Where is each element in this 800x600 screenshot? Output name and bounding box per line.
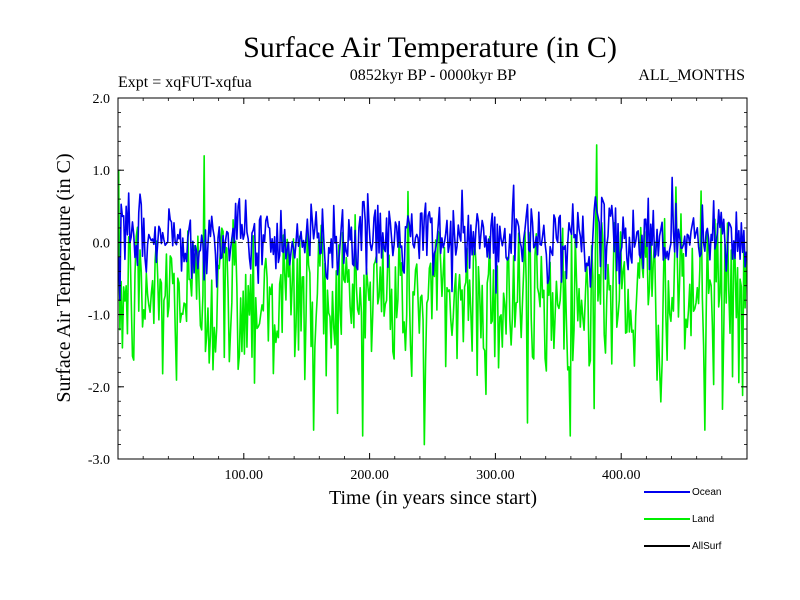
- y-tick-label: 1.0: [93, 164, 111, 179]
- series-line-land: [117, 144, 748, 446]
- x-axis-label: Time (in years since start): [329, 487, 537, 509]
- legend-label-ocean: Ocean: [692, 487, 721, 498]
- chart-title: Surface Air Temperature (in C): [243, 31, 617, 64]
- months-label: ALL_MONTHS: [638, 67, 745, 84]
- series-line-ocean: [117, 176, 748, 301]
- x-axis: 100.00 200.00 300.00 400.00: [142, 98, 723, 483]
- y-tick-label: 2.0: [93, 92, 111, 107]
- y-tick-label: -1.0: [88, 309, 110, 324]
- y-tick-label: -3.0: [88, 453, 110, 468]
- experiment-label: Expt = xqFUT-xqfua: [118, 74, 252, 91]
- y-axis-label: Surface Air Temperature (in C): [53, 153, 75, 402]
- period-label: 0852kyr BP - 0000kyr BP: [350, 67, 517, 84]
- x-tick-label: 300.00: [476, 468, 515, 483]
- x-tick-label: 400.00: [602, 468, 641, 483]
- y-tick-label: 0.0: [93, 236, 111, 251]
- y-axis: 2.0 1.0 0.0 -1.0 -2.0 -3.0: [88, 92, 747, 468]
- x-tick-label: 100.00: [225, 468, 264, 483]
- legend-label-land: Land: [692, 514, 714, 525]
- legend: Ocean Land AllSurf: [644, 487, 722, 552]
- x-tick-label: 200.00: [350, 468, 389, 483]
- plot-frame: [117, 97, 748, 460]
- y-tick-label: -2.0: [88, 381, 110, 396]
- legend-label-allsurf: AllSurf: [692, 541, 722, 552]
- plot-area: [117, 144, 748, 446]
